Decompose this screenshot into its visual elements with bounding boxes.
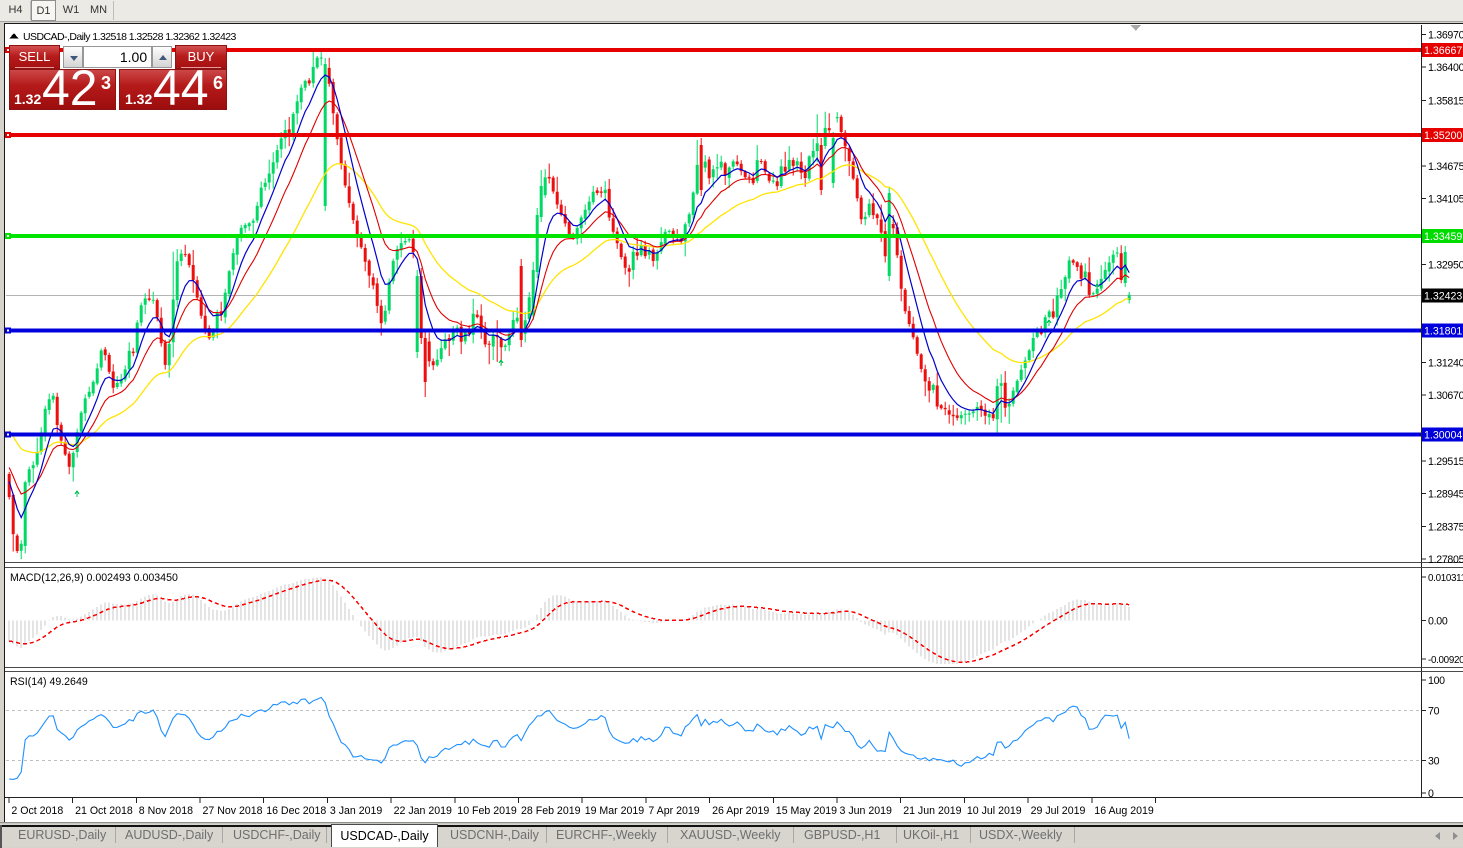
svg-text:8 Nov 2018: 8 Nov 2018	[139, 805, 193, 817]
svg-text:26 Apr 2019: 26 Apr 2019	[712, 805, 769, 817]
svg-text:1.32423: 1.32423	[1424, 291, 1462, 303]
svg-text:30: 30	[1428, 756, 1440, 768]
svg-text:1.28945: 1.28945	[1428, 489, 1463, 501]
svg-text:15 May 2019: 15 May 2019	[776, 805, 837, 817]
svg-text:21 Jun 2019: 21 Jun 2019	[903, 805, 961, 817]
svg-text:3 Jun 2019: 3 Jun 2019	[840, 805, 893, 817]
svg-text:-0.009203: -0.009203	[1428, 655, 1463, 666]
svg-text:19 Mar 2019: 19 Mar 2019	[585, 805, 645, 817]
svg-text:1.34675: 1.34675	[1428, 161, 1463, 173]
svg-text:16 Dec 2018: 16 Dec 2018	[266, 805, 326, 817]
svg-text:1.32950: 1.32950	[1428, 260, 1463, 272]
svg-text:1.30670: 1.30670	[1428, 390, 1463, 402]
svg-text:1.36400: 1.36400	[1428, 62, 1463, 74]
svg-text:1.27805: 1.27805	[1428, 554, 1463, 566]
svg-text:28 Feb 2019: 28 Feb 2019	[521, 805, 581, 817]
svg-text:1.29515: 1.29515	[1428, 456, 1463, 468]
svg-text:1.33459: 1.33459	[1424, 231, 1462, 243]
svg-text:70: 70	[1428, 705, 1440, 717]
svg-text:16 Aug 2019: 16 Aug 2019	[1094, 805, 1154, 817]
svg-text:1.36970: 1.36970	[1428, 30, 1463, 42]
svg-text:1.34105: 1.34105	[1428, 194, 1463, 206]
svg-text:RSI(14) 49.2649: RSI(14) 49.2649	[10, 676, 88, 688]
svg-text:3 Jan 2019: 3 Jan 2019	[330, 805, 383, 817]
svg-text:10 Jul 2019: 10 Jul 2019	[967, 805, 1022, 817]
svg-text:100: 100	[1428, 675, 1445, 687]
svg-text:USDCAD-,Daily 1.32518 1.32528: USDCAD-,Daily 1.32518 1.32528 1.32362 1.…	[23, 31, 237, 43]
svg-text:22 Jan 2019: 22 Jan 2019	[394, 805, 452, 817]
svg-text:7 Apr 2019: 7 Apr 2019	[648, 805, 699, 817]
svg-text:0.010311: 0.010311	[1428, 573, 1463, 584]
svg-text:1.31801: 1.31801	[1424, 326, 1462, 338]
svg-text:1.35200: 1.35200	[1424, 130, 1462, 142]
svg-text:0.00: 0.00	[1428, 616, 1448, 628]
svg-text:MACD(12,26,9) 0.002493 0.00345: MACD(12,26,9) 0.002493 0.003450	[10, 572, 178, 584]
svg-text:2 Oct 2018: 2 Oct 2018	[11, 805, 63, 817]
svg-text:1.30004: 1.30004	[1424, 430, 1462, 442]
svg-text:10 Feb 2019: 10 Feb 2019	[457, 805, 517, 817]
svg-text:0: 0	[1428, 788, 1434, 800]
svg-text:27 Nov 2018: 27 Nov 2018	[203, 805, 263, 817]
svg-text:21 Oct 2018: 21 Oct 2018	[75, 805, 133, 817]
svg-text:1.36667: 1.36667	[1424, 45, 1462, 57]
svg-text:29 Jul 2019: 29 Jul 2019	[1031, 805, 1086, 817]
svg-text:1.28375: 1.28375	[1428, 521, 1463, 533]
svg-text:1.35815: 1.35815	[1428, 96, 1463, 108]
svg-text:1.31240: 1.31240	[1428, 357, 1463, 369]
